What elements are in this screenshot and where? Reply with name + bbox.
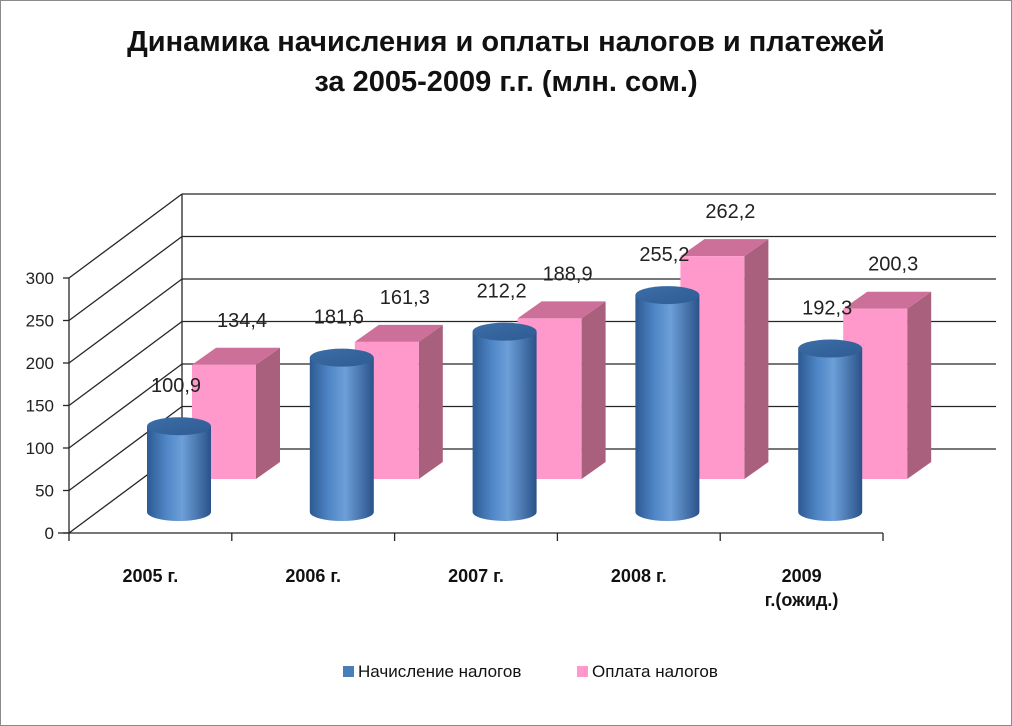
bar-side xyxy=(256,347,280,479)
bar-side xyxy=(581,301,606,479)
bar-side xyxy=(418,324,443,479)
cylinder-body xyxy=(472,331,537,521)
x-category-label: 2007 г. xyxy=(448,566,504,586)
side-gridline xyxy=(68,193,183,279)
cylinder-body xyxy=(798,348,863,521)
chart-title: Динамика начисления и оплаты налогов и п… xyxy=(0,22,1012,102)
data-label-oplata: 262,2 xyxy=(705,201,755,223)
x-category-label: 2006 г. xyxy=(285,566,341,586)
y-tick-label: 300 xyxy=(26,269,54,288)
cylinder-top xyxy=(147,417,211,436)
bar-side xyxy=(907,291,932,479)
cylinder-top xyxy=(798,339,863,358)
x-category-label: 2009 г.(ожид.) xyxy=(765,566,839,610)
bar-top xyxy=(517,301,606,319)
chart-title-line-1: Динамика начисления и оплаты налогов и п… xyxy=(127,26,885,58)
bar-nachislenie xyxy=(798,339,863,521)
data-label-oplata: 161,3 xyxy=(380,287,430,309)
cylinder-body xyxy=(147,426,211,521)
data-label-oplata: 200,3 xyxy=(868,254,918,276)
y-tick-label: 250 xyxy=(26,312,54,331)
bar-top xyxy=(354,324,443,342)
data-label-nachislenie: 100,9 xyxy=(151,375,201,397)
data-label-nachislenie: 212,2 xyxy=(477,281,527,303)
y-tick-label: 0 xyxy=(45,524,54,543)
y-tick-label: 100 xyxy=(26,439,54,458)
side-gridline xyxy=(68,320,183,407)
data-label-nachislenie: 255,2 xyxy=(639,244,689,266)
cylinder-body xyxy=(635,295,700,521)
side-gridline xyxy=(68,363,183,449)
legend-label-nachislenie: Начисление налогов xyxy=(358,662,521,681)
axis-layer: 0 50 100 150 200 250 300 2005 г. 2006 г. 2007 г. 2… xyxy=(26,269,884,610)
y-tick-label: 150 xyxy=(26,397,54,416)
cylinder-top xyxy=(472,322,537,341)
cylinder-top xyxy=(635,286,700,305)
bar-nachislenie xyxy=(309,348,374,521)
legend: Начисление налогов Оплата налогов xyxy=(343,662,718,681)
x-category-label: 2005 г. xyxy=(123,566,179,586)
data-label-nachislenie: 181,6 xyxy=(314,307,364,329)
side-gridline xyxy=(68,278,183,364)
bar-top xyxy=(680,239,769,257)
legend-label-oplata: Оплата налогов xyxy=(592,662,718,681)
legend-swatch-nachislenie xyxy=(343,666,354,677)
bars-layer xyxy=(147,239,932,521)
bar-nachislenie xyxy=(635,286,700,521)
cylinder-top xyxy=(309,348,374,367)
bar-top xyxy=(843,291,932,309)
label-layer: 134,4 161,3 188,9 262,2 200,3 100,9 181,6 212,2… xyxy=(151,201,918,397)
y-tick-label: 200 xyxy=(26,354,54,373)
bar-nachislenie xyxy=(472,322,537,521)
data-label-nachislenie: 192,3 xyxy=(802,298,852,320)
legend-swatch-oplata xyxy=(577,666,588,677)
x-category-label: 2008 г. xyxy=(611,566,667,586)
side-gridline xyxy=(68,235,183,322)
chart-title-line-2: за 2005-2009 г.г. (млн. сом.) xyxy=(314,66,698,98)
cylinder-body xyxy=(309,357,374,521)
y-tick-label: 50 xyxy=(35,482,54,501)
bar-top xyxy=(192,347,280,365)
data-label-oplata: 188,9 xyxy=(543,263,593,285)
bar-nachislenie xyxy=(147,417,211,521)
bar-side xyxy=(744,239,769,479)
data-label-oplata: 134,4 xyxy=(217,310,267,332)
